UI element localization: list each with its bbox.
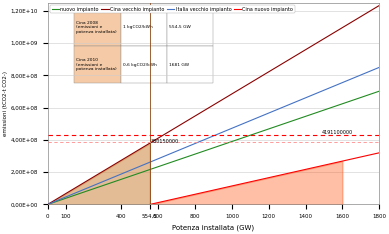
X-axis label: Potenza installata (GW): Potenza installata (GW) xyxy=(172,225,254,231)
Text: 4191100000: 4191100000 xyxy=(322,130,353,135)
Y-axis label: emissioni (tCO2-t CO2-): emissioni (tCO2-t CO2-) xyxy=(3,71,8,136)
Legend: nuovo impianto, Cina vecchio impianto, Italia vecchio impianto, Cina nuovo impia: nuovo impianto, Cina vecchio impianto, I… xyxy=(50,5,295,13)
Text: 380150000: 380150000 xyxy=(151,139,179,144)
